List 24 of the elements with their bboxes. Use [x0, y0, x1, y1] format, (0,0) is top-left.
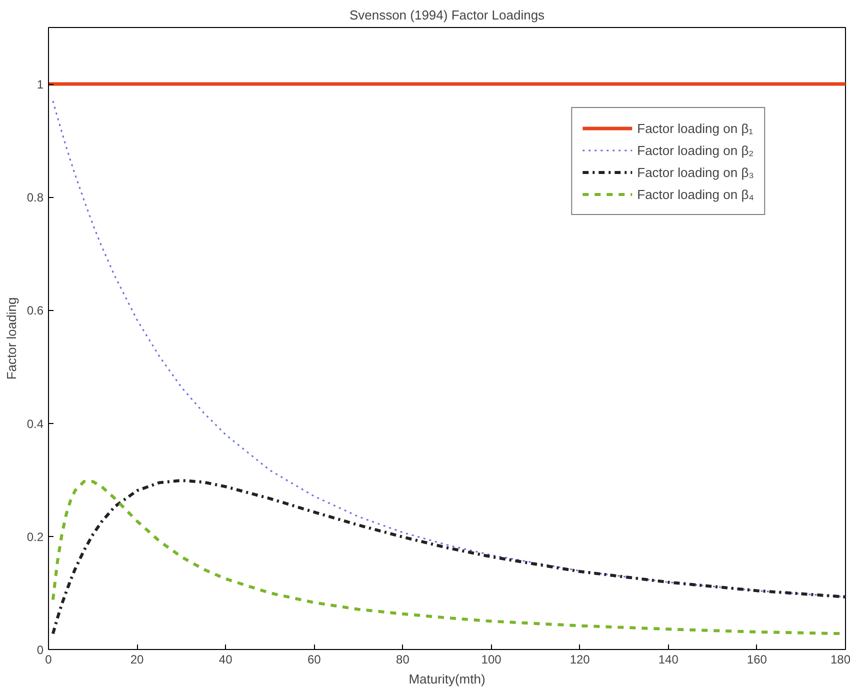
x-tick-label: 160 [746, 652, 768, 666]
y-tick-label: 0.4 [26, 416, 44, 431]
x-tick-label: 20 [130, 652, 144, 666]
x-tick-label: 0 [45, 652, 52, 666]
legend-label: Factor loading on β₄ [637, 186, 754, 202]
line-series [52, 100, 846, 598]
y-tick-label: 0.8 [26, 190, 44, 205]
x-tick-label: 80 [396, 652, 410, 666]
y-tick-label: 0 [36, 643, 44, 657]
x-tick-label: 100 [481, 652, 502, 666]
x-tick-label: 40 [218, 652, 233, 666]
chart-title: Svensson (1994) Factor Loadings [349, 8, 546, 22]
y-axis-title: Factor loading [4, 297, 19, 380]
legend-label: Factor loading on β₂ [637, 142, 754, 158]
x-tick-label: 180 [830, 652, 850, 666]
y-tick-label: 1 [36, 78, 44, 92]
y-tick-label: 0.6 [26, 304, 44, 318]
legend-label: Factor loading on β₁ [637, 120, 754, 136]
x-tick-label: 60 [307, 652, 322, 666]
x-tick-label: 140 [658, 652, 679, 666]
x-tick-label: 120 [570, 652, 590, 666]
y-tick-label: 0.2 [26, 530, 44, 544]
legend-label: Factor loading on β₃ [637, 164, 754, 180]
x-axis-title: Maturity(mth) [408, 672, 486, 686]
